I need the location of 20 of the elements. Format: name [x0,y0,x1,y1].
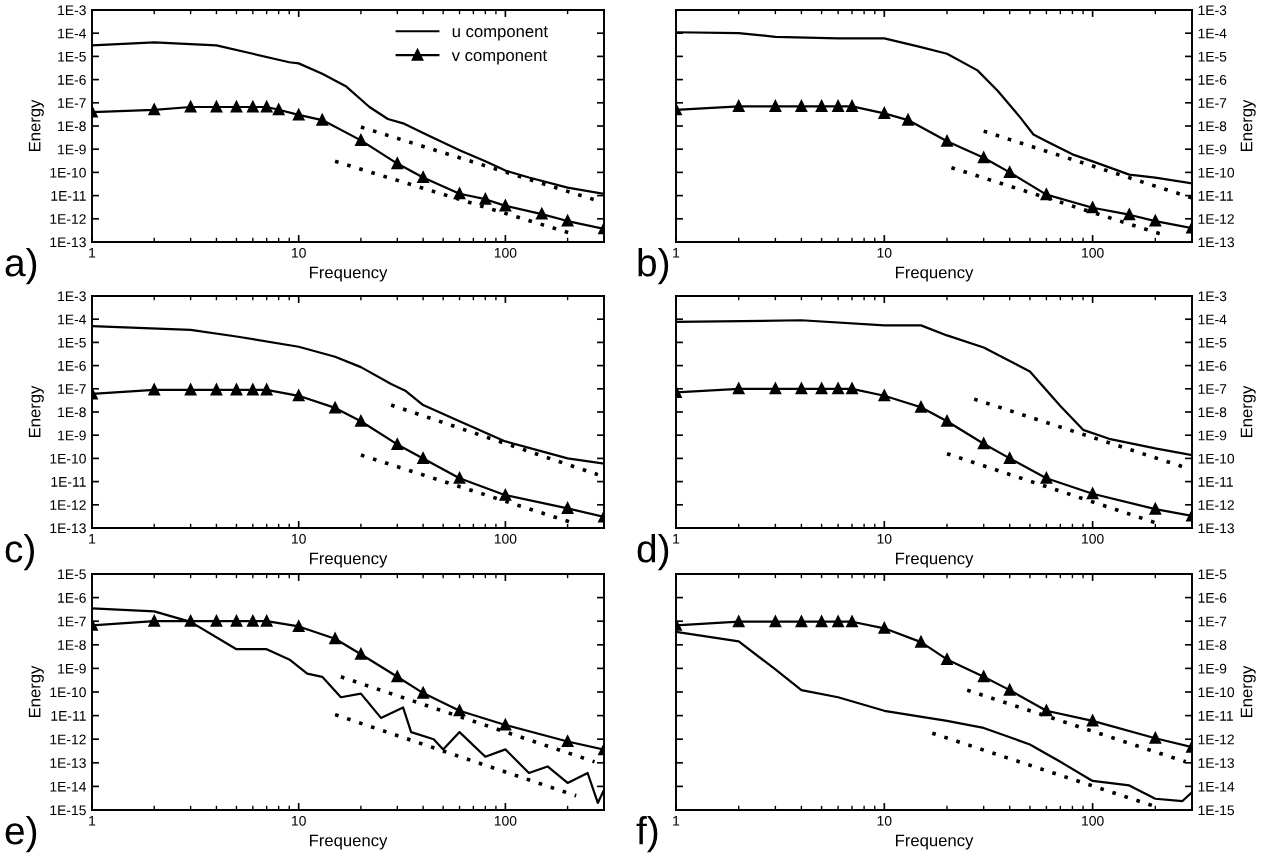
y-axis-title: Energy [1240,99,1256,152]
text: b) [638,248,669,285]
x-axis-title: Frequency [896,834,974,850]
legend-label: v component [451,50,547,65]
x-axis-title: Frequency [310,552,388,568]
y-axis-title: Energy [28,385,44,438]
x-axis-title: Frequency [310,834,388,850]
y-axis-title: Energy [1240,665,1256,718]
legend-label: u component [452,26,548,41]
text: c) [5,534,34,571]
y-axis-title: Energy [28,99,44,152]
text: e) [5,816,37,853]
x-axis-title: Frequency [896,552,974,568]
text: f) [636,816,658,853]
x-axis-title: Frequency [896,266,974,282]
y-axis-title: Energy [1240,385,1256,438]
text: d) [637,534,669,571]
text: a) [5,248,37,285]
y-axis-title: Energy [28,665,44,718]
x-axis-title: Frequency [310,266,388,282]
